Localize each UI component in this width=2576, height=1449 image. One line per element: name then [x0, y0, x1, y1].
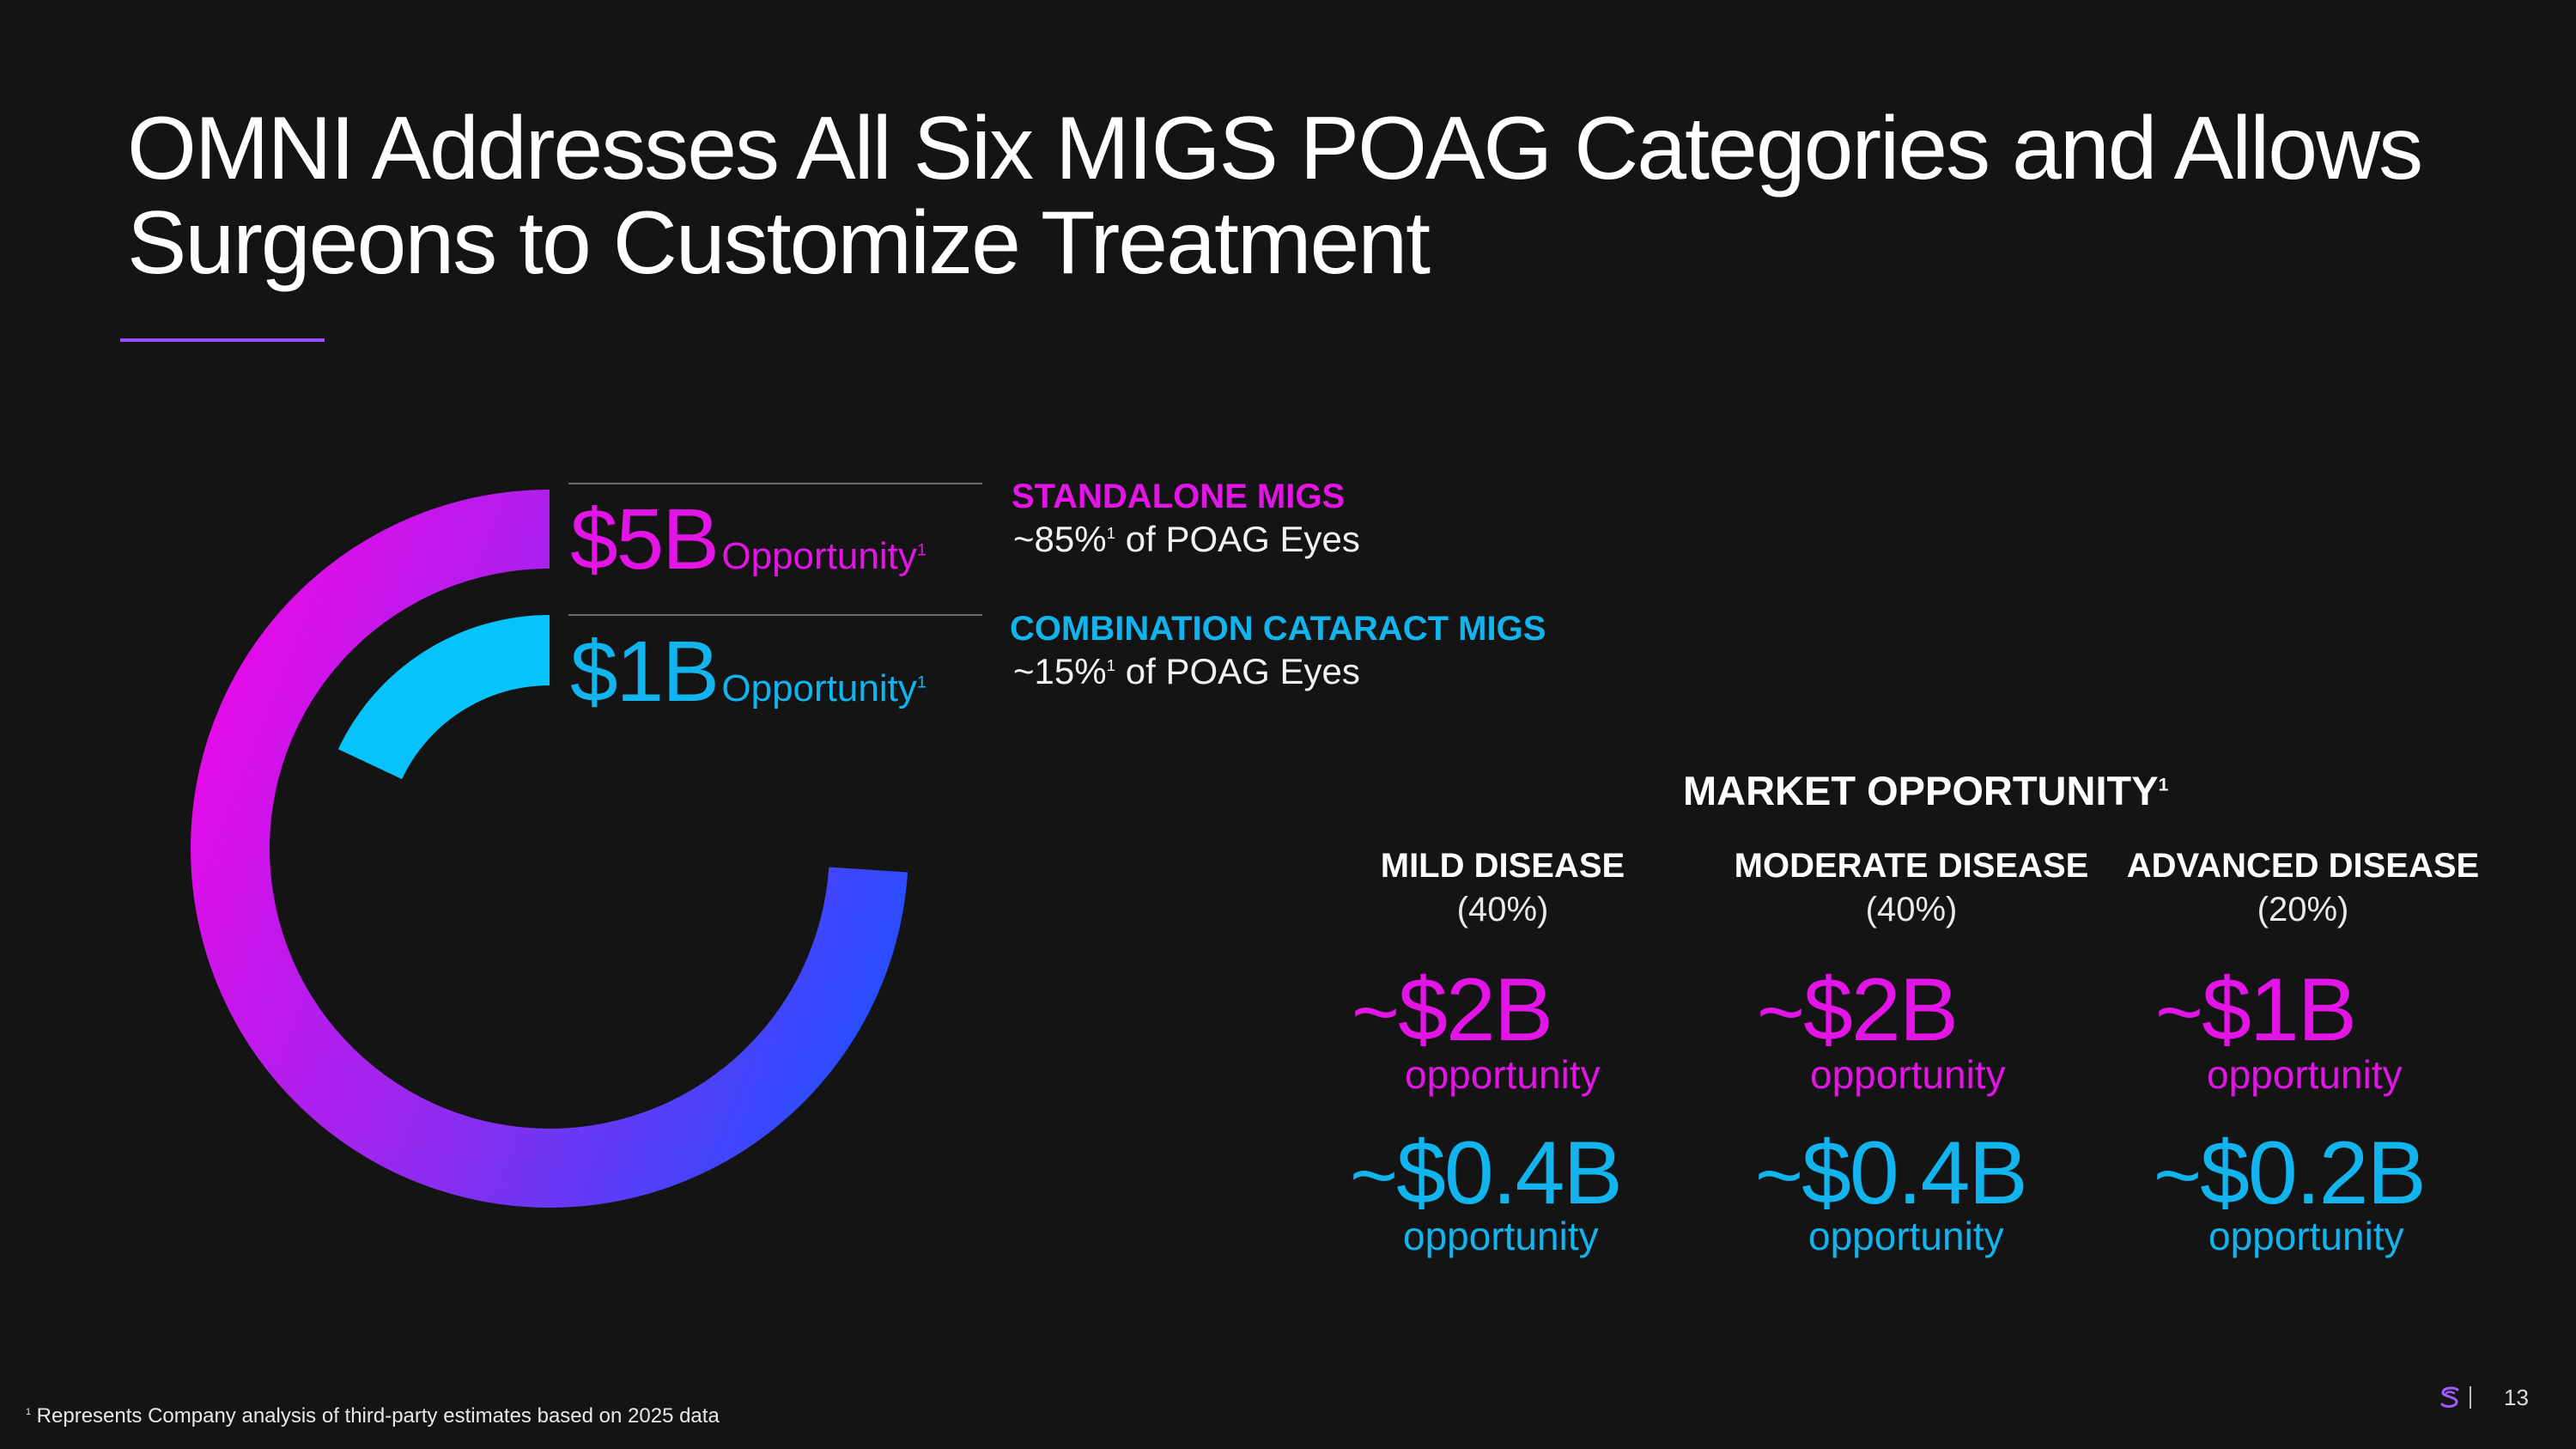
- market-opportunity-title: MARKET OPPORTUNITY1: [1683, 768, 2169, 813]
- mild-standalone-opportunity: opportunity: [1405, 1052, 1601, 1097]
- advanced-standalone-value: ~$1B: [2155, 960, 2357, 1060]
- page-separator: [2470, 1386, 2471, 1409]
- combination-amount-row: $1B Opportunity1: [570, 629, 927, 715]
- moderate-combination-opportunity: opportunity: [1808, 1214, 2004, 1258]
- standalone-migs-arc: [190, 490, 908, 1209]
- combination-description: ~15%1 of POAG Eyes: [1013, 651, 1360, 691]
- standalone-opportunity-label: Opportunity1: [721, 535, 927, 577]
- standalone-heading: STANDALONE MIGS: [1012, 478, 1346, 515]
- standalone-divider: [568, 483, 982, 484]
- moderate-standalone-opportunity: opportunity: [1810, 1052, 2006, 1097]
- advanced-combination-opportunity: opportunity: [2208, 1214, 2404, 1258]
- moderate-disease-column: MODERATE DISEASE (40%): [1722, 847, 2100, 929]
- standalone-amount: $5B: [570, 491, 720, 588]
- standalone-description: ~85%1 of POAG Eyes: [1013, 519, 1360, 559]
- mild-combination-opportunity: opportunity: [1403, 1214, 1599, 1258]
- advanced-standalone-opportunity: opportunity: [2207, 1052, 2403, 1097]
- combination-amount: $1B: [570, 624, 720, 720]
- mild-disease-column: MILD DISEASE (40%): [1314, 847, 1692, 929]
- column-percent: (40%): [1865, 891, 1958, 928]
- column-heading: MODERATE DISEASE: [1734, 847, 2089, 885]
- column-percent: (40%): [1456, 891, 1549, 928]
- mild-standalone-value: ~$2B: [1352, 960, 1553, 1060]
- title-underline: [120, 338, 325, 342]
- combination-heading: COMBINATION CATARACT MIGS: [1010, 610, 1546, 648]
- combination-divider: [568, 614, 982, 616]
- mild-combination-value: ~$0.4B: [1350, 1123, 1623, 1223]
- advanced-disease-column: ADVANCED DISEASE (20%): [2114, 847, 2492, 929]
- column-heading: MILD DISEASE: [1380, 847, 1625, 885]
- moderate-combination-value: ~$0.4B: [1755, 1123, 2028, 1223]
- page-number: 13: [2504, 1385, 2529, 1410]
- advanced-combination-value: ~$0.2B: [2154, 1123, 2427, 1223]
- company-logo-icon: [2440, 1386, 2459, 1408]
- footnote: 1 Represents Company analysis of third-p…: [26, 1404, 720, 1428]
- standalone-amount-row: $5B Opportunity1: [570, 496, 927, 582]
- combination-migs-arc: [337, 615, 550, 780]
- combination-opportunity-label: Opportunity1: [721, 667, 927, 709]
- moderate-standalone-value: ~$2B: [1757, 960, 1959, 1060]
- opportunity-donut-chart: [190, 490, 908, 1209]
- column-percent: (20%): [2257, 891, 2349, 928]
- column-heading: ADVANCED DISEASE: [2126, 847, 2480, 885]
- page-title: OMNI Addresses All Six MIGS POAG Categor…: [127, 99, 2423, 293]
